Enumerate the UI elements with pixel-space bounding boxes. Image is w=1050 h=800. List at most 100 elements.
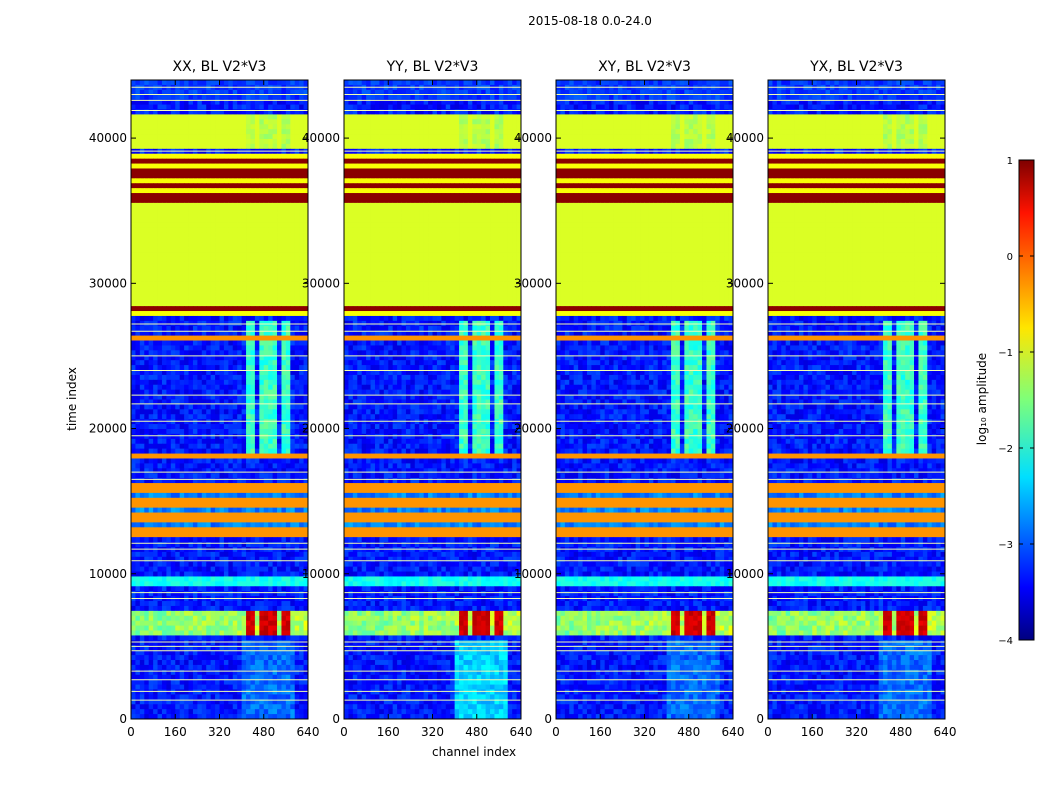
heatmap-cell [295,237,300,242]
heatmap-cell [131,537,136,542]
heatmap-cell [140,139,145,144]
heatmap-cell [193,296,198,301]
heatmap-cell [220,483,225,488]
heatmap-cell [290,419,295,424]
heatmap-cell [224,139,229,144]
heatmap-cell [290,517,295,522]
heatmap-cell [242,375,247,380]
heatmap-cell [166,547,171,552]
heatmap-cell [158,655,163,660]
heatmap-cell [206,139,211,144]
heatmap-cell [211,493,216,498]
heatmap-cell [215,257,220,262]
heatmap-cell [149,277,154,282]
heatmap-cell [135,223,140,228]
heatmap-cell [215,572,220,577]
heatmap-cell [189,576,194,581]
heatmap-cell [166,203,171,208]
heatmap-cell [246,257,251,262]
heatmap-cell [228,635,233,640]
heatmap-cell [166,660,171,665]
heatmap-cell [286,635,291,640]
heatmap-cell [255,267,260,272]
heatmap-cell [273,144,278,149]
heatmap-cell [140,463,145,468]
heatmap-cell [259,159,264,164]
heatmap-cell [197,547,202,552]
heatmap-cell [233,547,238,552]
heatmap-cell [135,690,140,695]
heatmap-cell [131,183,136,188]
heatmap-cell [228,291,233,296]
heatmap-cell [140,537,145,542]
heatmap-cell [299,606,304,611]
heatmap-cell [224,385,229,390]
heatmap-cell [153,404,158,409]
heatmap-cell [193,606,198,611]
heatmap-cell [144,640,149,645]
heatmap-cell [184,409,189,414]
heatmap-cell [233,680,238,685]
heatmap-cell [286,262,291,267]
heatmap-cell [259,203,264,208]
heatmap-cell [233,282,238,287]
heatmap-cell [211,572,216,577]
heatmap-cell [220,282,225,287]
heatmap-cell [268,685,273,690]
heatmap-cell [131,159,136,164]
heatmap-cell [290,80,295,85]
heatmap-cell [286,213,291,218]
heatmap-cell [189,114,194,119]
heatmap-cell [286,567,291,572]
heatmap-cell [273,552,278,557]
heatmap-cell [286,439,291,444]
heatmap-cell [171,532,176,537]
heatmap-cell [144,576,149,581]
heatmap-cell [220,237,225,242]
heatmap-cell [237,326,242,331]
heatmap-cell [197,306,202,311]
heatmap-cell [273,282,278,287]
heatmap-cell [166,616,171,621]
heatmap-cell [140,311,145,316]
heatmap-cell [224,144,229,149]
heatmap-cell [228,611,233,616]
heatmap-cell [299,675,304,680]
heatmap-cell [281,458,286,463]
heatmap-cell [259,503,264,508]
heatmap-cell [175,591,180,596]
heatmap-cell [220,227,225,232]
heatmap-cell [189,586,194,591]
heatmap-cell [290,429,295,434]
heatmap-cell [228,272,233,277]
heatmap-cell [202,365,207,370]
heatmap-cell [202,119,207,124]
heatmap-cell [233,257,238,262]
heatmap-cell [135,105,140,110]
heatmap-cell [189,144,194,149]
heatmap-cell [290,404,295,409]
heatmap-cell [189,277,194,282]
heatmap-cell [250,601,255,606]
heatmap-cell [166,572,171,577]
heatmap-cell [202,483,207,488]
heatmap-cell [255,286,260,291]
heatmap-cell [189,301,194,306]
heatmap-cell [166,517,171,522]
heatmap-cell [131,601,136,606]
heatmap-cell [131,498,136,503]
heatmap-cell [193,164,198,169]
heatmap-cell [242,301,247,306]
heatmap-cell [246,434,251,439]
heatmap-cell [246,537,251,542]
heatmap-cell [153,345,158,350]
heatmap-cell [140,508,145,513]
heatmap-cell [224,517,229,522]
heatmap-cell [189,291,194,296]
heatmap-cell [237,129,242,134]
heatmap-cell [220,552,225,557]
heatmap-cell [242,306,247,311]
heatmap-cell [273,458,278,463]
heatmap-cell [233,508,238,513]
heatmap-cell [135,296,140,301]
